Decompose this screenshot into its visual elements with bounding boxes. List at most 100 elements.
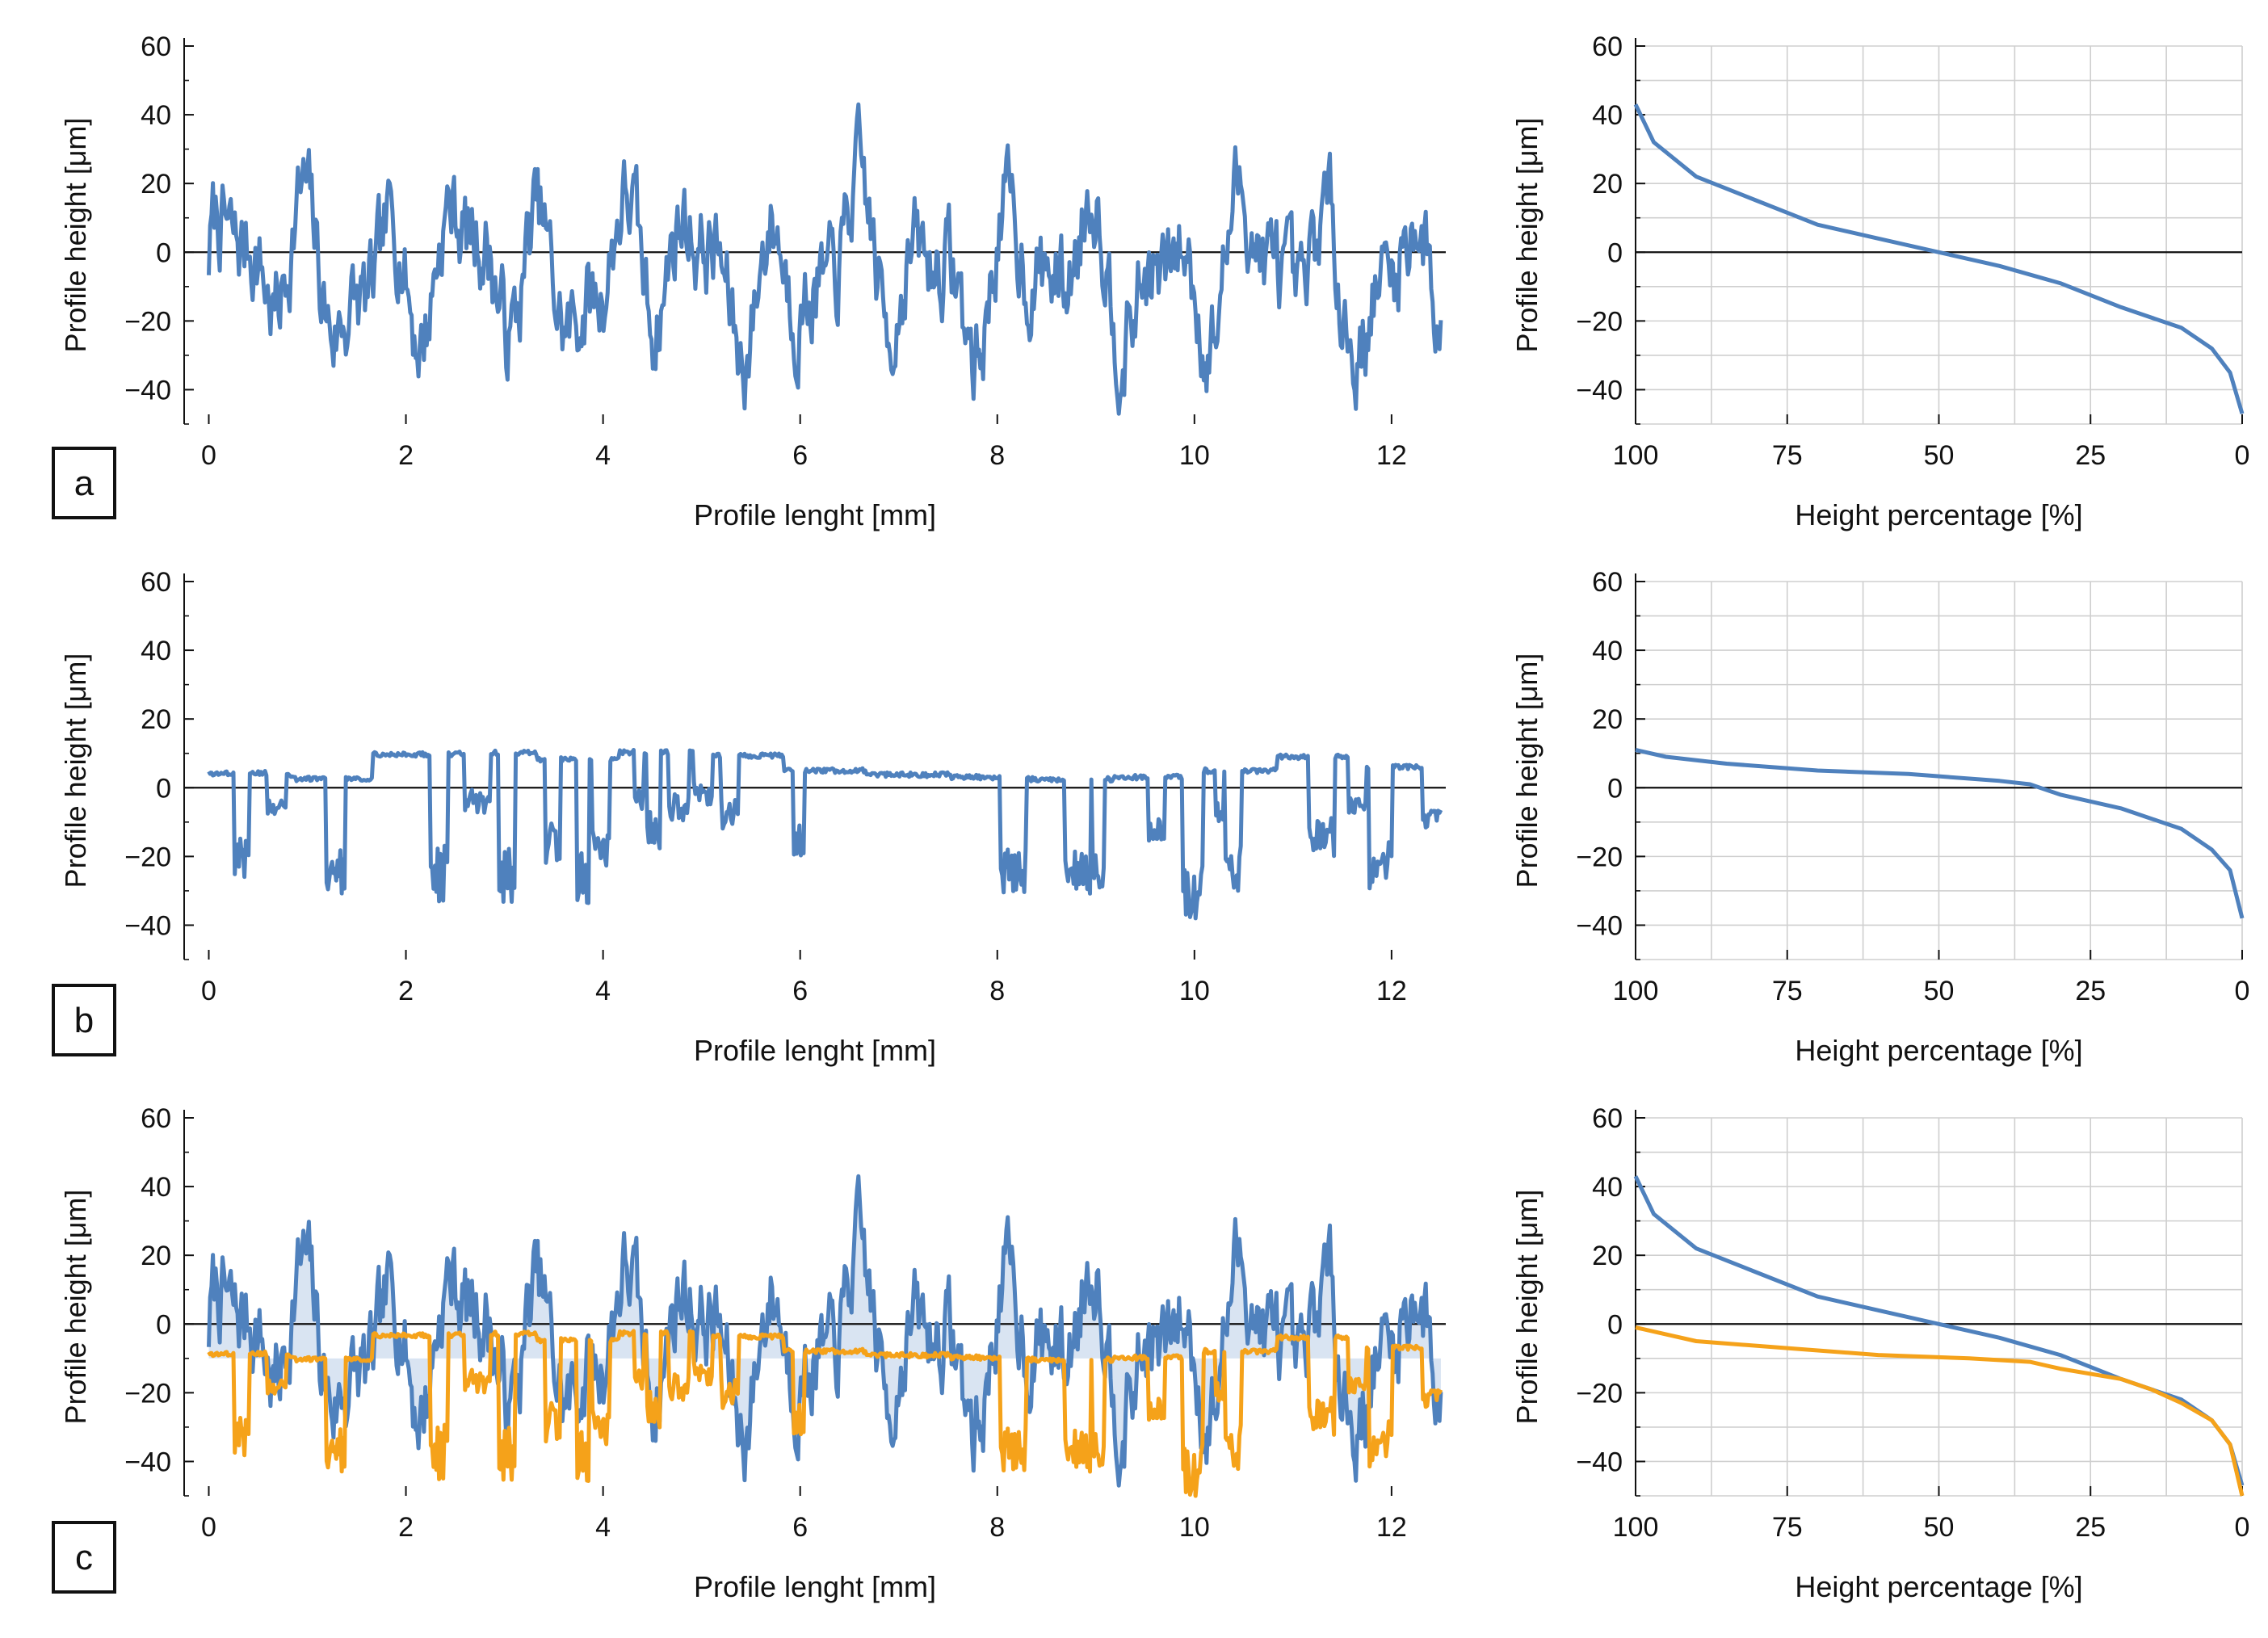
x-tick-label: 0 xyxy=(201,440,216,471)
x-tick-label: 100 xyxy=(1613,976,1659,1006)
y-tick-label: −40 xyxy=(124,910,171,941)
panel-letter-box xyxy=(52,984,116,1056)
y-tick-label: 20 xyxy=(1592,1241,1623,1271)
x-tick-label: 25 xyxy=(2075,1512,2106,1543)
y-tick-label: 0 xyxy=(156,1309,171,1340)
panel-letter-box xyxy=(52,447,116,519)
y-tick-label: 40 xyxy=(141,1172,171,1203)
x-tick-label: 0 xyxy=(2235,976,2250,1006)
x-tick-label: 4 xyxy=(595,440,611,471)
x-tick-label: 6 xyxy=(792,976,808,1006)
y-axis-title: Profile height [μm] xyxy=(1510,1190,1544,1425)
series-line-profile xyxy=(207,748,1443,921)
chart-c-profile: −40 −20 0 20 40 60 0 2 4 6 8 10 12 Profile lenght [mm… xyxy=(59,1103,1446,1603)
y-tick-label: −40 xyxy=(124,1447,171,1477)
x-tick-label: 8 xyxy=(989,1512,1005,1543)
y-axis-title: Profile height [μm] xyxy=(59,653,92,888)
y-tick-label: −20 xyxy=(1576,306,1623,337)
y-tick-label: 60 xyxy=(1592,32,1623,62)
x-tick-label: 8 xyxy=(989,440,1005,471)
x-tick-label: 12 xyxy=(1376,1512,1407,1543)
x-tick-label: 12 xyxy=(1376,976,1407,1006)
y-tick-label: 40 xyxy=(141,100,171,131)
chart-a-abbott: −40 −20 0 20 40 60 100 75 50 25 0 Height percentage… xyxy=(1510,32,2249,531)
x-tick-label: 6 xyxy=(792,1512,808,1543)
y-tick-label: 0 xyxy=(156,237,171,268)
y-tick-label: 40 xyxy=(1592,100,1623,131)
x-tick-label: 25 xyxy=(2075,976,2106,1006)
y-tick-label: −40 xyxy=(1576,375,1623,405)
y-tick-label: 20 xyxy=(141,1241,171,1271)
y-tick-label: 20 xyxy=(1592,704,1623,735)
x-axis-title: Profile lenght [mm] xyxy=(694,1034,936,1067)
x-tick-label: 12 xyxy=(1376,440,1407,471)
y-tick-label: −20 xyxy=(1576,1378,1623,1409)
x-tick-label: 0 xyxy=(201,1512,216,1543)
x-tick-label: 50 xyxy=(1924,1512,1955,1543)
y-tick-label: 20 xyxy=(141,169,171,200)
x-tick-label: 2 xyxy=(398,976,414,1006)
y-tick-label: −20 xyxy=(124,842,171,872)
x-tick-label: 2 xyxy=(398,440,414,471)
y-tick-label: −40 xyxy=(1576,910,1623,941)
x-tick-label: 75 xyxy=(1772,1512,1803,1543)
x-tick-label: 2 xyxy=(398,1512,414,1543)
y-tick-label: −40 xyxy=(124,375,171,405)
chart-b-profile: −40 −20 0 20 40 60 0 2 4 6 8 10 12 Profile lenght [mm… xyxy=(59,567,1446,1067)
x-tick-label: 50 xyxy=(1924,440,1955,471)
y-tick-label: −20 xyxy=(124,306,171,337)
x-tick-label: 75 xyxy=(1772,976,1803,1006)
y-axis-title: Profile height [μm] xyxy=(1510,653,1544,888)
series-line-profile xyxy=(207,102,1443,416)
panel-letter: c xyxy=(75,1538,93,1577)
panel-letter-box xyxy=(52,1521,116,1594)
x-tick-label: 10 xyxy=(1179,976,1210,1006)
series-line-bearing-curve xyxy=(1635,748,2245,919)
y-tick-label: 0 xyxy=(1607,237,1623,268)
panel-letter: b xyxy=(74,1001,94,1040)
y-tick-label: 60 xyxy=(1592,567,1623,598)
y-tick-label: −20 xyxy=(124,1378,171,1409)
x-tick-label: 0 xyxy=(201,976,216,1006)
series-line-profile-worn xyxy=(207,1329,1443,1498)
y-axis-title: Profile height [μm] xyxy=(1510,118,1544,353)
y-tick-label: 20 xyxy=(141,704,171,735)
x-tick-label: 8 xyxy=(989,976,1005,1006)
y-tick-label: 20 xyxy=(1592,169,1623,200)
x-tick-label: 75 xyxy=(1772,440,1803,471)
y-tick-label: 0 xyxy=(1607,773,1623,804)
x-tick-label: 0 xyxy=(2235,440,2250,471)
x-tick-label: 25 xyxy=(2075,440,2106,471)
series-line-bearing-curve xyxy=(1633,103,2245,414)
y-axis-title: Profile height [μm] xyxy=(59,118,92,353)
series-line-bearing-curve-worn xyxy=(1635,1325,2245,1497)
y-tick-label: 0 xyxy=(156,773,171,804)
x-axis-title: Height percentage [%] xyxy=(1795,1570,2082,1603)
x-axis-title: Profile lenght [mm] xyxy=(694,1570,936,1603)
x-tick-label: 10 xyxy=(1179,440,1210,471)
y-tick-label: 40 xyxy=(141,636,171,666)
x-tick-label: 100 xyxy=(1613,440,1659,471)
y-tick-label: 60 xyxy=(141,32,171,62)
x-tick-label: 6 xyxy=(792,440,808,471)
y-tick-label: −40 xyxy=(1576,1447,1623,1477)
y-tick-label: 60 xyxy=(1592,1103,1623,1134)
chart-c-abbott: −40 −20 0 20 40 60 100 75 50 25 0 Height percentage… xyxy=(1510,1103,2249,1603)
y-axis-title: Profile height [μm] xyxy=(59,1190,92,1425)
x-tick-label: 0 xyxy=(2235,1512,2250,1543)
y-tick-label: 40 xyxy=(1592,636,1623,666)
series-line-profile-raw xyxy=(207,1174,1443,1488)
y-tick-label: −20 xyxy=(1576,842,1623,872)
x-tick-label: 4 xyxy=(595,1512,611,1543)
x-axis-title: Height percentage [%] xyxy=(1795,1034,2082,1067)
chart-a-profile: −40 −20 0 20 40 60 0 2 4 6 8 10 12 Profile lenght [mm… xyxy=(59,32,1446,531)
panel-letter: a xyxy=(74,464,94,503)
x-tick-label: 4 xyxy=(595,976,611,1006)
y-tick-label: 0 xyxy=(1607,1309,1623,1340)
x-tick-label: 50 xyxy=(1924,976,1955,1006)
y-tick-label: 60 xyxy=(141,1103,171,1134)
x-axis-title: Height percentage [%] xyxy=(1795,498,2082,531)
x-tick-label: 100 xyxy=(1613,1512,1659,1543)
y-tick-label: 40 xyxy=(1592,1172,1623,1203)
